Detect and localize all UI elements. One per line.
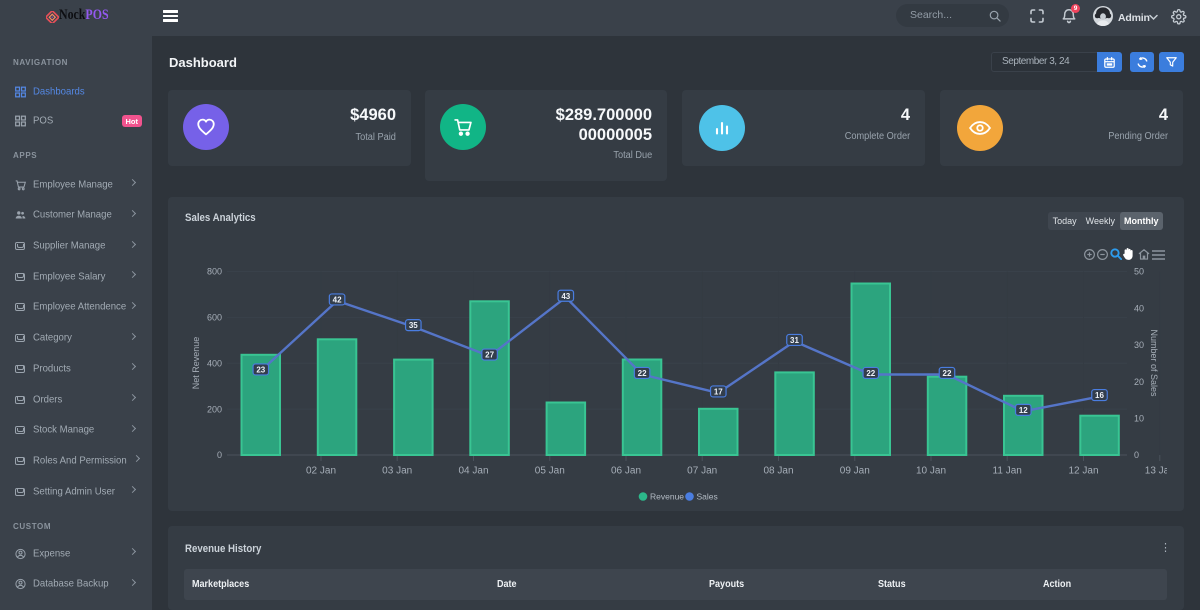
svg-text:09 Jan: 09 Jan <box>840 466 870 477</box>
svg-text:Net Revenue: Net Revenue <box>191 337 201 390</box>
svg-text:20: 20 <box>1134 377 1144 387</box>
svg-text:17: 17 <box>714 387 723 396</box>
svg-text:12: 12 <box>1019 406 1028 415</box>
svg-text:31: 31 <box>790 336 799 345</box>
svg-text:13 Jan: 13 Jan <box>1145 466 1167 477</box>
svg-text:35: 35 <box>409 321 418 330</box>
svg-text:40: 40 <box>1134 303 1144 313</box>
svg-text:04 Jan: 04 Jan <box>458 466 488 477</box>
svg-text:07 Jan: 07 Jan <box>687 466 717 477</box>
svg-text:22: 22 <box>638 369 647 378</box>
svg-text:16: 16 <box>1095 391 1104 400</box>
svg-text:Number of Sales: Number of Sales <box>1149 329 1159 397</box>
svg-text:06 Jan: 06 Jan <box>611 466 641 477</box>
svg-text:600: 600 <box>207 313 222 323</box>
svg-text:02 Jan: 02 Jan <box>306 466 336 477</box>
svg-text:11 Jan: 11 Jan <box>993 466 1022 477</box>
svg-text:200: 200 <box>207 404 222 414</box>
svg-text:30: 30 <box>1134 340 1144 350</box>
svg-text:0: 0 <box>217 450 222 460</box>
svg-text:0: 0 <box>1134 450 1139 460</box>
svg-text:12 Jan: 12 Jan <box>1068 466 1098 477</box>
svg-text:23: 23 <box>256 365 265 374</box>
svg-text:08 Jan: 08 Jan <box>763 466 793 477</box>
svg-text:10: 10 <box>1134 414 1144 424</box>
svg-text:10 Jan: 10 Jan <box>916 466 946 477</box>
svg-text:03 Jan: 03 Jan <box>382 466 412 477</box>
svg-text:400: 400 <box>207 359 222 369</box>
svg-text:50: 50 <box>1134 267 1144 277</box>
svg-text:42: 42 <box>333 295 342 304</box>
svg-text:Sales: Sales <box>697 492 718 502</box>
svg-text:22: 22 <box>866 369 875 378</box>
svg-text:Revenue: Revenue <box>650 492 684 502</box>
svg-text:43: 43 <box>561 292 570 301</box>
svg-text:27: 27 <box>485 351 494 360</box>
svg-text:22: 22 <box>943 369 952 378</box>
svg-text:800: 800 <box>207 267 222 277</box>
svg-text:05 Jan: 05 Jan <box>535 466 565 477</box>
